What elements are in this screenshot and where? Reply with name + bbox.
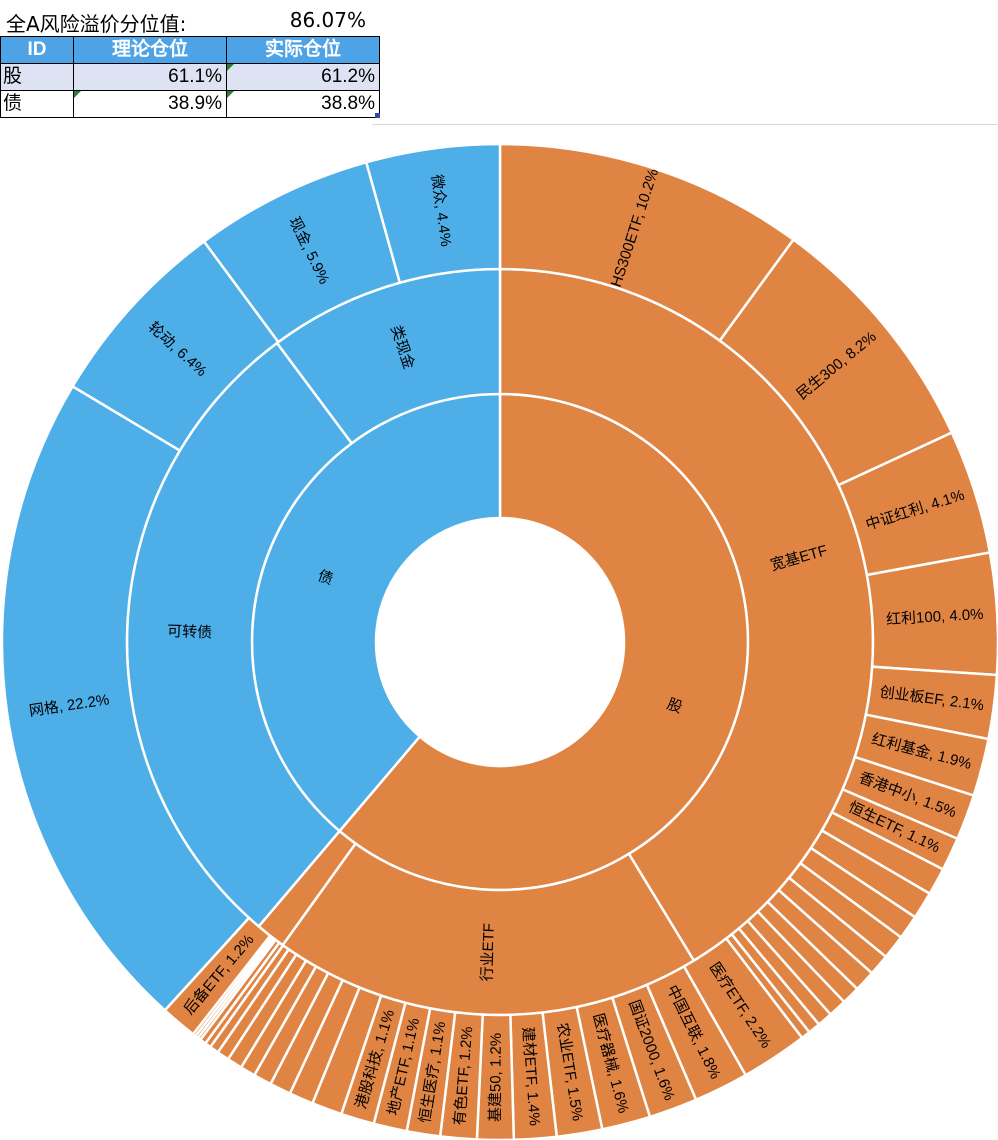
col-header-actual[interactable]: 实际仓位 [226, 36, 380, 64]
chart-top-divider [372, 124, 998, 125]
risk-premium-label: 全A风险溢价分位值: [6, 12, 187, 36]
cell-actual[interactable]: 61.2% [226, 63, 380, 91]
outer-ring [0, 142, 998, 1140]
outer-segment-45[interactable] [0, 384, 251, 1013]
cell-theory-text: 38.9% [168, 93, 222, 114]
table-row: 债 38.9% 38.8% [0, 90, 380, 118]
cell-actual-text: 61.2% [321, 66, 375, 87]
cell-id[interactable]: 债 [0, 90, 74, 118]
comment-flag-icon [74, 91, 81, 98]
segment-label: 红利100, 4.0% [886, 606, 984, 629]
cell-theory[interactable]: 38.9% [73, 90, 227, 118]
segment-label: 可转债 [167, 623, 213, 641]
selection-handle-icon[interactable] [375, 113, 380, 118]
cell-id[interactable]: 股 [0, 63, 74, 91]
middle-ring [125, 267, 875, 1017]
comment-flag-icon [227, 64, 234, 71]
col-header-id[interactable]: ID [0, 36, 74, 64]
cell-actual[interactable]: 38.8% [226, 90, 380, 118]
segment-label: 基建50, 1.2% [487, 1033, 505, 1122]
inner-ring [250, 392, 750, 892]
segment-label: 行业ETF [479, 923, 498, 982]
cell-theory[interactable]: 61.1% [73, 63, 227, 91]
comment-flag-icon [227, 91, 234, 98]
risk-premium-row: 全A风险溢价分位值: 86.07% [0, 4, 372, 36]
col-header-theory[interactable]: 理论仓位 [73, 36, 227, 64]
segment-label: 股 [665, 696, 685, 717]
table-row: 股 61.1% 61.2% [0, 63, 380, 91]
risk-premium-value: 86.07% [289, 8, 366, 32]
position-table: ID 理论仓位 实际仓位 股 61.1% 61.2% 债 38.9% 38.8% [0, 36, 380, 118]
segment-label: 建材ETF, 1.4% [519, 1026, 543, 1126]
table-header-row: ID 理论仓位 实际仓位 [0, 36, 380, 64]
cell-actual-text: 38.8% [321, 93, 375, 114]
center-hole [376, 518, 624, 766]
segment-label: 债 [315, 567, 335, 588]
outer-segment-48[interactable] [364, 142, 502, 285]
